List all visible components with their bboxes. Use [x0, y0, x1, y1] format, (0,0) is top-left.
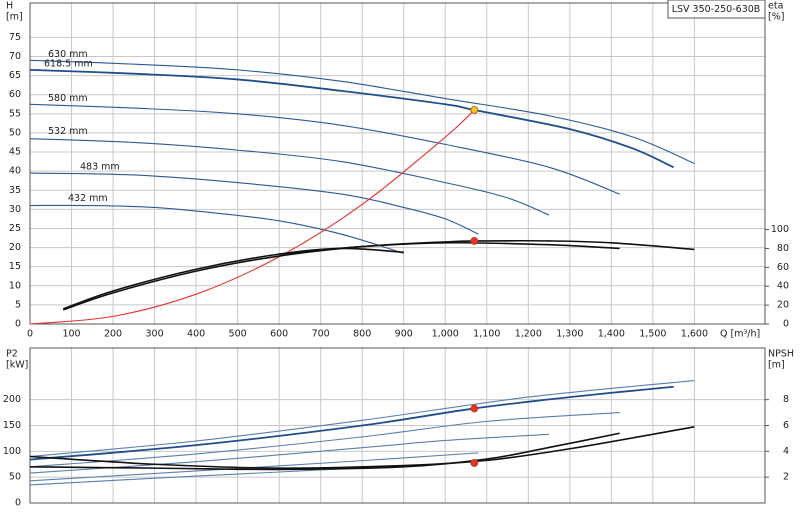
y2-axis-label: NPSH [768, 349, 794, 360]
x-tick-label: 500 [229, 329, 247, 340]
curve [29, 59, 695, 165]
curve [29, 172, 479, 235]
curve [29, 452, 479, 482]
curve [29, 68, 675, 169]
x-tick-label: 400 [187, 329, 205, 340]
curve [29, 103, 620, 195]
curve [29, 432, 620, 471]
y2-axis-label: [%] [768, 12, 784, 23]
operating-point [470, 459, 479, 467]
y-tick-label: 150 [3, 420, 21, 431]
chart-title: LSV 350-250-630B [672, 4, 761, 15]
x-tick-label: 1,300 [556, 329, 583, 340]
curve [29, 204, 404, 254]
x-tick-label: 1,600 [681, 329, 708, 340]
y-tick-label: 100 [3, 446, 21, 457]
curve-label: 432 mm [68, 193, 108, 204]
x-tick-label: 1,200 [515, 329, 542, 340]
x-tick-label: 300 [146, 329, 164, 340]
curve-label: 630 mm [48, 49, 88, 60]
y2-tick-label: 0 [783, 319, 789, 330]
curve [279, 241, 620, 255]
y-tick-label: 50 [9, 127, 21, 138]
y-tick-label: 200 [3, 394, 21, 405]
y2-tick-label: 20 [777, 300, 789, 311]
x-tick-label: 800 [353, 329, 371, 340]
y-axis-label: [m] [6, 12, 23, 23]
x-tick-label: 900 [395, 329, 413, 340]
y2-tick-label: 6 [783, 420, 789, 431]
y-tick-label: 30 [9, 204, 21, 215]
operating-point [470, 106, 479, 114]
y-tick-label: 75 [9, 32, 21, 43]
plot-area [30, 3, 765, 324]
y-tick-label: 55 [9, 108, 21, 119]
plot-frame [29, 347, 766, 504]
y-axis-label: [kW] [6, 360, 28, 371]
curve [29, 433, 550, 474]
y-tick-label: 60 [9, 89, 21, 100]
curve-label: 532 mm [48, 126, 88, 137]
y-tick-label: 65 [9, 70, 21, 81]
curve [29, 412, 620, 468]
y2-tick-label: 8 [783, 394, 789, 405]
curve-label: 483 mm [80, 162, 120, 173]
x-tick-label: 0 [27, 329, 33, 340]
x-tick-label: 1,100 [473, 329, 500, 340]
y-tick-label: 50 [9, 472, 21, 483]
operating-point [470, 404, 479, 413]
y-tick-label: 5 [15, 299, 21, 310]
y-tick-label: 10 [9, 280, 21, 291]
y-axis-label: H [6, 1, 13, 12]
y-tick-label: 40 [9, 166, 21, 177]
y-tick-label: 0 [15, 498, 21, 509]
operating-point [470, 237, 479, 245]
curve-label: 580 mm [48, 93, 88, 104]
plot-frame [29, 2, 766, 325]
x-tick-label: 200 [104, 329, 122, 340]
x-tick-label: 1,400 [598, 329, 625, 340]
x-tick-label: 700 [312, 329, 330, 340]
y-tick-label: 0 [15, 319, 21, 330]
curve [29, 380, 695, 458]
y2-tick-label: 4 [783, 446, 789, 457]
y2-axis-label: eta [768, 1, 783, 12]
x-tick-label: 1,500 [639, 329, 666, 340]
y2-axis-label: [m] [768, 360, 785, 371]
y2-tick-label: 80 [777, 243, 789, 254]
x-tick-label: 600 [270, 329, 288, 340]
y-tick-label: 35 [9, 185, 21, 196]
x-tick-label: 100 [62, 329, 80, 340]
y-axis-label: P2 [6, 349, 18, 360]
y2-tick-label: 2 [783, 472, 789, 483]
x-tick-label: 1,000 [432, 329, 459, 340]
curve [29, 138, 550, 216]
y-tick-label: 25 [9, 223, 21, 234]
y-tick-label: 15 [9, 261, 21, 272]
curve [29, 426, 695, 469]
curve-label: 618.5 mm [44, 58, 93, 69]
y2-tick-label: 60 [777, 262, 789, 273]
y-tick-label: 70 [9, 51, 21, 62]
curve [29, 385, 674, 461]
y2-tick-label: 40 [777, 281, 789, 292]
y-tick-label: 45 [9, 147, 21, 158]
y-tick-label: 20 [9, 242, 21, 253]
x-axis-label: Q [m³/h] [720, 329, 760, 340]
y2-tick-label: 100 [771, 224, 789, 235]
title-box [667, 0, 766, 19]
